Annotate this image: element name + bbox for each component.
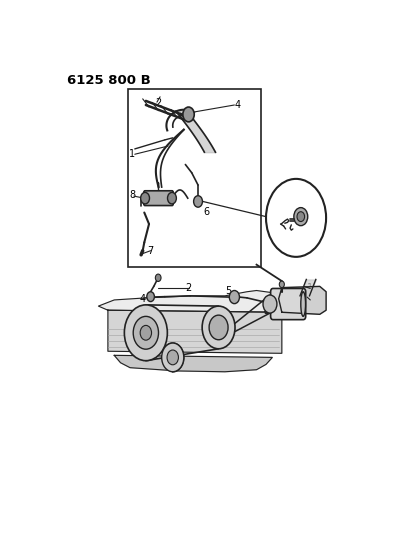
Circle shape: [279, 281, 284, 288]
FancyBboxPatch shape: [271, 288, 306, 320]
Text: 2: 2: [309, 295, 315, 305]
Text: 4: 4: [140, 294, 146, 304]
Text: 8: 8: [129, 190, 135, 200]
Circle shape: [209, 315, 228, 340]
Ellipse shape: [301, 292, 306, 317]
Bar: [129, 88, 261, 267]
Circle shape: [297, 212, 305, 222]
Text: 2: 2: [185, 284, 192, 294]
FancyBboxPatch shape: [144, 191, 173, 206]
Circle shape: [162, 343, 184, 372]
Circle shape: [294, 207, 308, 225]
Text: 4: 4: [235, 100, 241, 110]
Text: 6: 6: [203, 207, 209, 217]
Circle shape: [263, 295, 277, 313]
Circle shape: [168, 192, 176, 204]
Circle shape: [141, 192, 149, 204]
Polygon shape: [98, 290, 310, 312]
Circle shape: [266, 179, 326, 257]
Circle shape: [229, 290, 239, 304]
Circle shape: [133, 317, 158, 349]
Text: 7: 7: [147, 246, 154, 256]
Polygon shape: [114, 356, 273, 372]
Text: 1: 1: [307, 284, 313, 294]
Circle shape: [155, 274, 161, 281]
Circle shape: [147, 292, 154, 302]
Text: 3: 3: [263, 306, 269, 317]
Text: 1: 1: [129, 149, 135, 159]
Polygon shape: [108, 310, 282, 353]
Text: 9: 9: [284, 225, 289, 235]
Text: 5: 5: [225, 286, 231, 295]
Polygon shape: [279, 286, 326, 314]
Text: 6125 800 B: 6125 800 B: [67, 74, 151, 87]
Circle shape: [140, 325, 151, 340]
Circle shape: [183, 107, 194, 122]
Text: 10: 10: [295, 223, 306, 232]
Text: 2: 2: [155, 98, 162, 108]
Circle shape: [167, 350, 178, 365]
Circle shape: [202, 306, 235, 349]
Circle shape: [124, 305, 167, 361]
Circle shape: [194, 196, 202, 207]
